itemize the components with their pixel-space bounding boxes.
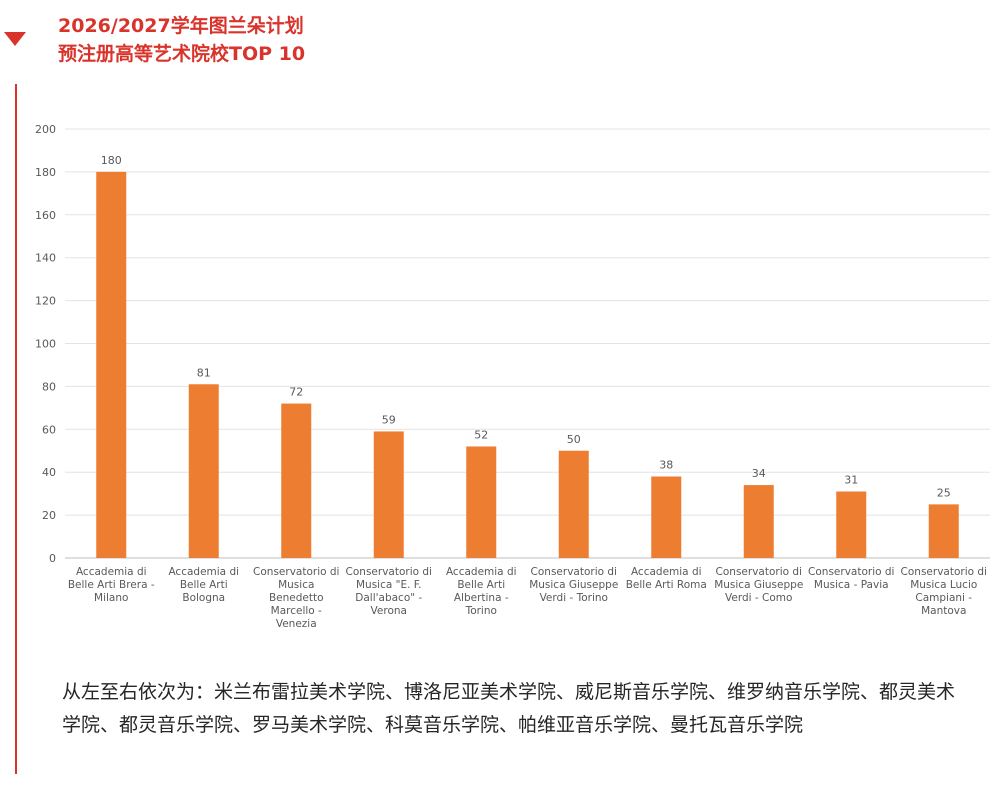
y-tick-label: 100 bbox=[35, 338, 56, 351]
triangle-down-icon bbox=[4, 32, 26, 46]
bar bbox=[743, 485, 774, 558]
bar bbox=[281, 403, 312, 558]
x-tick-label: Conservatorio di Musica Benedetto Marcello … bbox=[253, 566, 340, 630]
data-label: 72 bbox=[289, 386, 303, 399]
bar bbox=[373, 431, 404, 558]
chart-caption: 从左至右依次为：米兰布雷拉美术学院、博洛尼亚美术学院、威尼斯音乐学院、维罗纳音乐… bbox=[62, 681, 956, 736]
bar bbox=[188, 384, 219, 558]
x-tick-label: Conservatorio di Musica - Pavia bbox=[808, 566, 895, 591]
y-tick-label: 140 bbox=[35, 252, 56, 265]
bar bbox=[96, 171, 127, 558]
bar-chart: 0 20 40 60 80 100 120 140 160 180 200 180 81 72 59 52 50… bbox=[35, 123, 990, 565]
x-tick-label: Conservatorio di Musica Giuseppe Verdi - T… bbox=[529, 566, 619, 604]
y-tick-label: 120 bbox=[35, 295, 56, 308]
data-label: 50 bbox=[567, 433, 581, 446]
data-label: 34 bbox=[752, 467, 766, 480]
x-tick-label: Accademia di Belle Arti Albertina - Torino bbox=[445, 566, 517, 617]
y-tick-label: 40 bbox=[42, 466, 56, 479]
y-tick-label: 80 bbox=[42, 380, 56, 393]
title-line-1: 2026/2027学年图兰朵计划 bbox=[58, 15, 304, 37]
bar bbox=[558, 450, 589, 558]
x-tick-label: Conservatorio di Musica "E. F. Dall'abaco"… bbox=[345, 566, 432, 617]
data-label: 38 bbox=[659, 458, 673, 471]
y-tick-label: 60 bbox=[42, 423, 56, 436]
bar bbox=[466, 446, 497, 558]
y-tick-label: 0 bbox=[49, 552, 56, 565]
data-label: 59 bbox=[382, 413, 396, 426]
x-tick-label: Accademia di Belle Arti Brera - Milano bbox=[67, 566, 155, 604]
x-tick-label: Accademia di Belle Arti Bologna bbox=[168, 566, 240, 604]
data-label: 81 bbox=[197, 366, 211, 379]
data-label: 25 bbox=[937, 486, 951, 499]
y-tick-label: 180 bbox=[35, 166, 56, 179]
data-label: 52 bbox=[474, 428, 488, 441]
bar bbox=[651, 476, 682, 558]
bar bbox=[836, 491, 867, 558]
bar bbox=[928, 504, 959, 558]
y-tick-label: 160 bbox=[35, 209, 56, 222]
y-tick-label: 200 bbox=[35, 123, 56, 136]
title-line-2: 预注册高等艺术院校TOP 10 bbox=[58, 43, 306, 65]
x-tick-label: Conservatorio di Musica Lucio Campiani - Ma… bbox=[900, 566, 987, 617]
x-tick-label: Conservatorio di Musica Giuseppe Verdi - C… bbox=[714, 566, 804, 604]
x-tick-label: Accademia di Belle Arti Roma bbox=[625, 566, 707, 591]
page-title: 2026/2027学年图兰朵计划 预注册高等艺术院校TOP 10 bbox=[58, 12, 305, 68]
y-tick-label: 20 bbox=[42, 509, 56, 522]
accent-divider bbox=[15, 84, 17, 774]
data-label: 180 bbox=[101, 154, 122, 167]
data-label: 31 bbox=[844, 474, 858, 487]
